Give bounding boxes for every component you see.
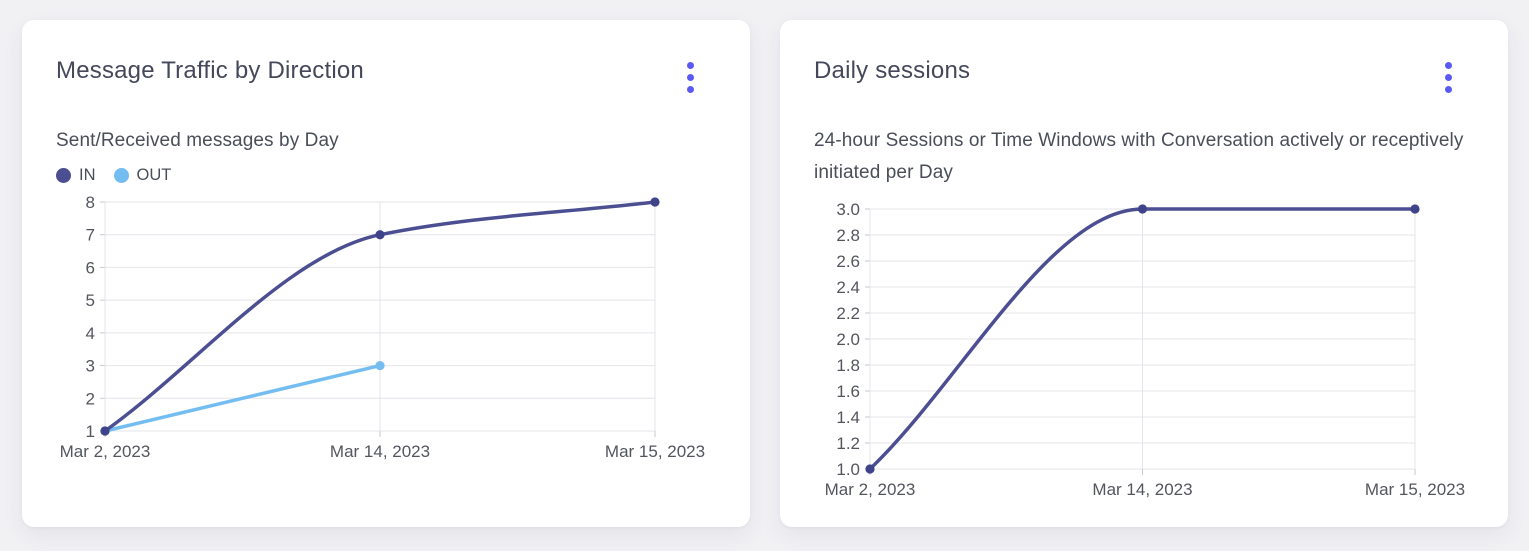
kebab-dot xyxy=(1445,86,1452,93)
svg-text:5: 5 xyxy=(86,291,95,310)
svg-text:Mar 15, 2023: Mar 15, 2023 xyxy=(605,442,705,461)
card-title: Daily sessions xyxy=(814,57,971,84)
card-subtitle: Sent/Received messages by Day xyxy=(56,130,339,151)
kebab-dot xyxy=(687,74,694,81)
svg-text:2: 2 xyxy=(86,389,95,408)
svg-text:8: 8 xyxy=(86,193,95,212)
svg-text:Mar 2, 2023: Mar 2, 2023 xyxy=(825,480,916,499)
legend-dot-in xyxy=(56,167,71,183)
kebab-menu-icon[interactable] xyxy=(1435,56,1462,99)
svg-text:1: 1 xyxy=(86,422,95,441)
svg-text:Mar 15, 2023: Mar 15, 2023 xyxy=(1365,480,1465,499)
legend-item-in: IN xyxy=(56,166,96,185)
svg-text:2.8: 2.8 xyxy=(836,226,860,245)
kebab-menu-icon[interactable] xyxy=(677,56,704,99)
svg-text:2.2: 2.2 xyxy=(836,304,860,323)
card-subtitle: 24-hour Sessions or Time Windows with Co… xyxy=(814,130,1464,183)
svg-text:4: 4 xyxy=(86,324,95,343)
svg-text:3.0: 3.0 xyxy=(836,200,860,219)
kebab-dot xyxy=(687,86,694,93)
chart-area: 1 2 3 4 5 6 7 8 Mar 2, 2023 Mar 14, 2023 Mar 15, 2… xyxy=(56,190,716,462)
svg-text:Mar 14, 2023: Mar 14, 2023 xyxy=(330,442,430,461)
kebab-dot xyxy=(1445,74,1452,81)
chart-area: 1.0 1.2 1.4 1.6 1.8 2.0 2.2 2.4 2.6 2.8 3.0 Mar 2, … xyxy=(814,197,1474,499)
svg-text:Mar 2, 2023: Mar 2, 2023 xyxy=(60,442,151,461)
svg-text:2.0: 2.0 xyxy=(836,330,860,349)
legend-label-out: OUT xyxy=(136,165,172,184)
svg-text:Mar 14, 2023: Mar 14, 2023 xyxy=(1092,480,1192,499)
daily-sessions-line-chart: 1.0 1.2 1.4 1.6 1.8 2.0 2.2 2.4 2.6 2.8 3.0 Mar 2, … xyxy=(825,200,1465,499)
card-title: Message Traffic by Direction xyxy=(56,57,364,84)
card-daily-sessions: Daily sessions 24-hour Sessions or Time … xyxy=(780,20,1508,527)
svg-text:1.4: 1.4 xyxy=(836,408,860,427)
svg-text:1.8: 1.8 xyxy=(836,356,860,375)
legend-label-in: IN xyxy=(79,165,96,184)
svg-text:3: 3 xyxy=(86,357,95,376)
svg-text:7: 7 xyxy=(86,226,95,245)
card-message-traffic: Message Traffic by Direction Sent/Receiv… xyxy=(22,20,750,527)
card-header: Message Traffic by Direction xyxy=(56,54,716,99)
kebab-dot xyxy=(1445,62,1452,69)
kebab-dot xyxy=(687,62,694,69)
chart-legend: IN OUT xyxy=(56,164,716,186)
message-traffic-line-chart: 1 2 3 4 5 6 7 8 Mar 2, 2023 Mar 14, 2023 Mar 15, 2… xyxy=(60,193,705,461)
svg-text:6: 6 xyxy=(86,258,95,277)
svg-text:1.6: 1.6 xyxy=(836,382,860,401)
svg-text:1.2: 1.2 xyxy=(836,434,860,453)
legend-item-out: OUT xyxy=(113,165,172,185)
card-header: Daily sessions xyxy=(814,54,1474,99)
svg-text:2.4: 2.4 xyxy=(836,278,860,297)
svg-text:2.6: 2.6 xyxy=(836,252,860,271)
svg-text:1.0: 1.0 xyxy=(836,460,860,479)
legend-dot-out xyxy=(113,167,129,183)
